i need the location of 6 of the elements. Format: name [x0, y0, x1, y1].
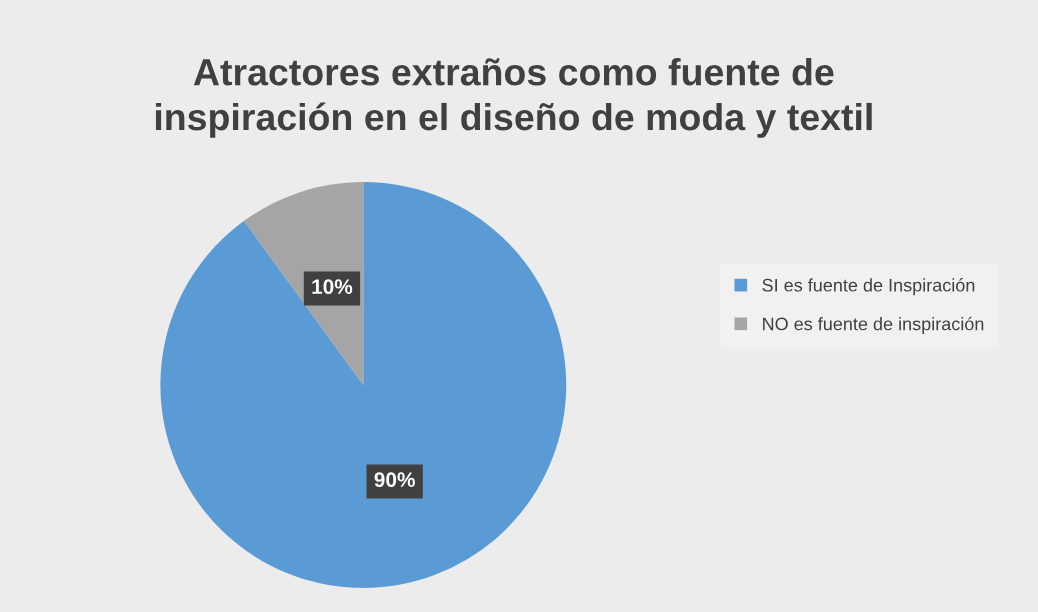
- data-label: 90%: [374, 472, 415, 488]
- chart-title: Atractores extraños como fuente de inspiración en el diseño de moda y textil: [155, 57, 872, 138]
- legend-label: NO es fuente de inspiración: [763, 316, 984, 334]
- legend-label: SI es fuente de Inspiración: [762, 278, 975, 296]
- data-label: 10%: [312, 279, 353, 295]
- pie-slice: [160, 182, 567, 588]
